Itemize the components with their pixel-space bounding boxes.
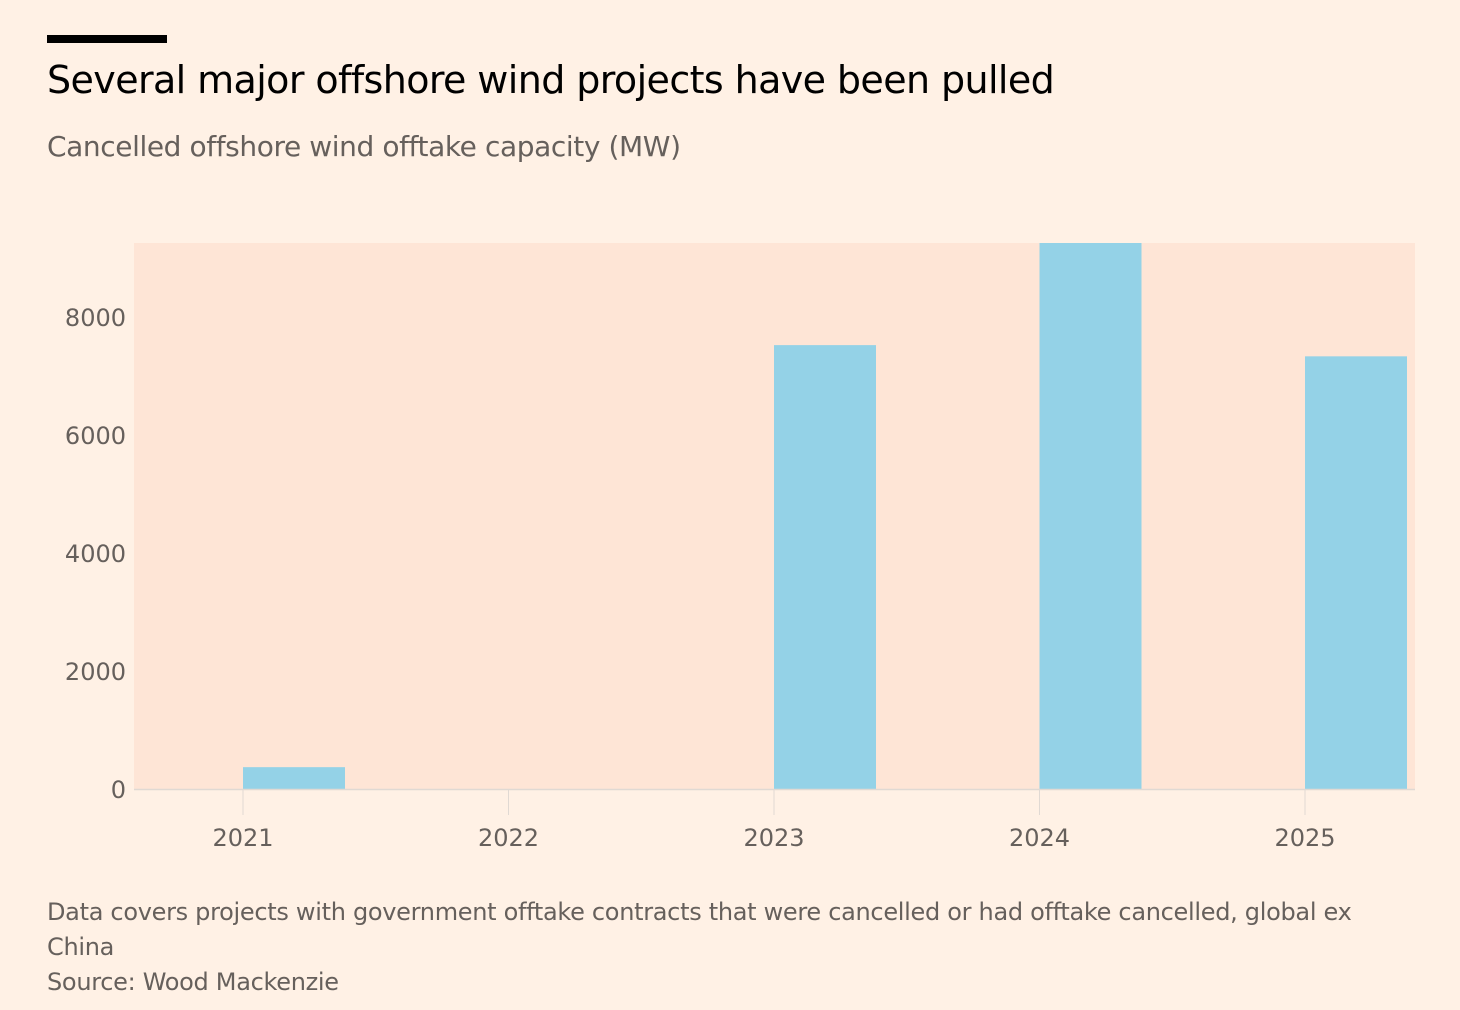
x-axis-ticks <box>242 789 1306 815</box>
x-tick-label-2025: 2025 <box>1274 824 1335 852</box>
bar-2023 <box>774 345 876 789</box>
header-accent-bar <box>47 35 167 43</box>
chart-subtitle: Cancelled offshore wind offtake capacity… <box>47 130 681 163</box>
y-tick-label-2000: 2000 <box>65 658 126 686</box>
y-axis-labels: 0 2000 4000 6000 8000 <box>65 304 126 804</box>
y-tick-label-8000: 8000 <box>65 304 126 332</box>
bar-2024 <box>1039 243 1142 789</box>
source-note: Source: Wood Mackenzie <box>47 968 339 996</box>
y-tick-label-4000: 4000 <box>65 540 126 568</box>
x-tick-label-2022: 2022 <box>478 824 539 852</box>
y-tick-label-0: 0 <box>111 776 126 804</box>
bar-2025 <box>1305 356 1407 789</box>
x-axis-labels: 2021 2022 2023 2024 2025 <box>212 824 1335 852</box>
x-tick-label-2021: 2021 <box>212 824 273 852</box>
chart-title: Several major offshore wind projects hav… <box>47 58 1055 102</box>
x-tick-label-2024: 2024 <box>1009 824 1070 852</box>
x-tick-label-2023: 2023 <box>743 824 804 852</box>
bar-2021 <box>243 767 345 789</box>
footnote: Data covers projects with government off… <box>47 898 1352 961</box>
bars <box>243 243 1407 789</box>
y-tick-label-6000: 6000 <box>65 422 126 450</box>
